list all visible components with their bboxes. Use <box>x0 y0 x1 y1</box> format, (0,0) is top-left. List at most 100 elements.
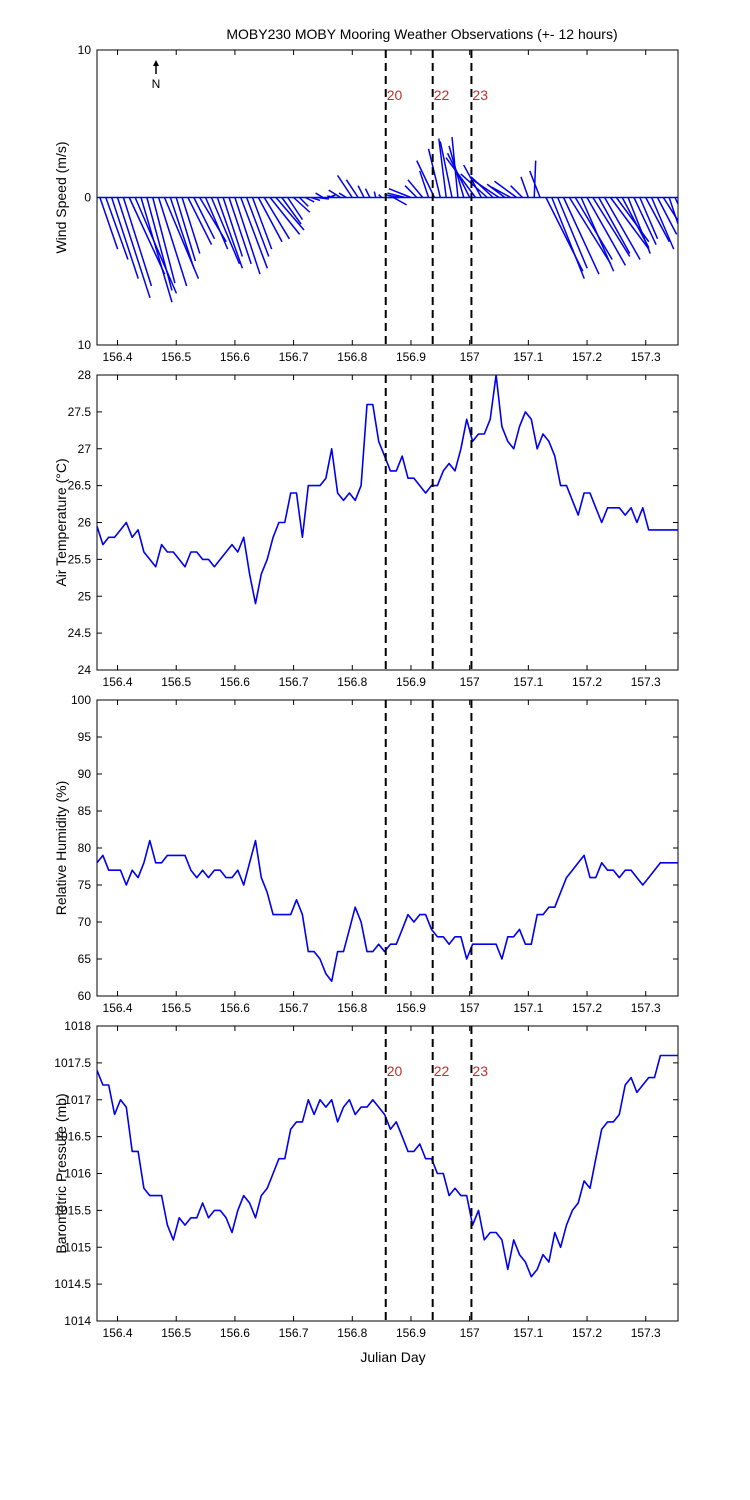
x-tick-label: 156.5 <box>161 1326 191 1340</box>
wind-vector <box>105 197 129 260</box>
wind-vector <box>650 197 675 250</box>
y-tick-label: 28 <box>78 368 92 382</box>
wind-vector <box>419 170 430 198</box>
x-tick-label: 157.2 <box>572 1326 602 1340</box>
wind-vector <box>387 192 406 199</box>
y-tick-label: 24.5 <box>68 626 92 640</box>
wind-vector <box>240 197 269 269</box>
y-tick-label: 60 <box>78 989 92 1003</box>
wind-vector <box>187 197 213 246</box>
wind-vector <box>494 180 518 199</box>
wind-vector <box>603 197 641 260</box>
wind-vector <box>245 197 270 257</box>
y-tick-label: 26 <box>78 516 92 530</box>
wind-vector <box>175 197 197 262</box>
wind-vector <box>472 179 500 199</box>
x-tick-label: 156.6 <box>220 675 250 689</box>
y-axis-title: Air Temperature (°C) <box>53 458 69 586</box>
y-tick-label: 85 <box>78 804 92 818</box>
wind-vector <box>269 197 301 235</box>
x-tick-label: 157.1 <box>513 1326 543 1340</box>
wind-vector <box>384 193 400 199</box>
y-tick-label: 80 <box>78 841 92 855</box>
wind-vector <box>491 186 512 199</box>
wind-vector <box>445 157 477 198</box>
panels: 156.4 156.5 156.6 156.7 156.8 156.9 157 157.1 15… <box>53 43 679 1340</box>
wind-vector <box>327 195 335 199</box>
series-line <box>97 375 678 605</box>
north-arrowhead-icon <box>153 60 159 66</box>
figure-title: MOBY230 MOBY Mooring Weather Observation… <box>226 26 617 42</box>
wind-vector <box>204 197 229 250</box>
x-tick-label: 157.1 <box>513 675 543 689</box>
y-tick-label: 10 <box>78 43 92 57</box>
x-tick-label: 156.5 <box>161 350 191 364</box>
wind-vector <box>551 197 585 279</box>
wind-vector <box>315 192 324 199</box>
north-label: N <box>152 77 161 91</box>
x-tick-label: 156.5 <box>161 675 191 689</box>
wind-vector <box>393 196 408 206</box>
x-tick-label: 156.7 <box>279 675 309 689</box>
wind-vector <box>257 197 283 243</box>
wind-vector <box>328 189 341 199</box>
wind-vector <box>586 197 627 266</box>
marker-label: 20 <box>387 87 403 103</box>
wind-vector <box>364 188 371 198</box>
wind-vector <box>152 197 176 284</box>
wind-vector <box>627 197 651 254</box>
marker-label: 22 <box>434 1063 450 1079</box>
wind-vector <box>222 197 244 257</box>
wind-vector <box>556 197 588 269</box>
y-tick-label: 24 <box>78 663 92 677</box>
wind-vector <box>486 183 506 199</box>
wind-vector <box>533 160 537 198</box>
y-tick-label: 25 <box>78 589 92 603</box>
x-tick-label: 156.6 <box>220 1001 250 1015</box>
x-tick-label: 157.2 <box>572 675 602 689</box>
y-tick-label: 1016.5 <box>54 1130 91 1144</box>
series-line <box>97 1054 678 1278</box>
x-tick-label: 156.4 <box>103 1001 133 1015</box>
y-tick-label: 25.5 <box>68 552 92 566</box>
y-tick-label: 26.5 <box>68 479 92 493</box>
wind-vector <box>668 197 678 227</box>
y-axis-title: Relative Humidity (%) <box>53 781 69 916</box>
x-tick-label: 156.6 <box>220 1326 250 1340</box>
wind-vector <box>210 197 241 265</box>
wind-vector <box>357 185 365 198</box>
y-tick-label: 1016 <box>64 1167 91 1181</box>
panel-1: 156.4 156.5 156.6 156.7 156.8 156.9 157 157.1 15… <box>53 43 679 364</box>
wind-vector <box>373 191 377 198</box>
x-tick-label: 157.3 <box>631 675 661 689</box>
x-tick-label: 156.4 <box>103 1326 133 1340</box>
marker-label: 20 <box>387 1063 403 1079</box>
y-axis-title: Wind Speed (m/s) <box>53 141 69 253</box>
wind-vector <box>169 197 195 269</box>
y-tick-label: 95 <box>78 730 92 744</box>
wind-vector <box>674 197 678 206</box>
wind-vector <box>438 138 447 198</box>
wind-vector <box>287 197 304 221</box>
wind-vector <box>580 197 615 272</box>
wind-vector <box>228 197 252 265</box>
x-tick-label: 156.4 <box>103 675 133 689</box>
plot-area <box>97 1054 678 1278</box>
wind-vector <box>662 197 678 222</box>
y-tick-label: 1015 <box>64 1240 91 1254</box>
y-tick-label: 90 <box>78 767 92 781</box>
wind-vector <box>122 197 153 287</box>
x-tick-label: 156.8 <box>337 1326 367 1340</box>
series-line <box>97 839 678 983</box>
x-tick-label: 156.9 <box>396 1326 426 1340</box>
wind-vector <box>645 197 670 243</box>
wind-vector <box>281 197 302 225</box>
x-tick-label: 156.9 <box>396 675 426 689</box>
wind-vector <box>305 196 315 203</box>
wind-vector <box>562 197 600 275</box>
wind-vector <box>407 179 424 198</box>
marker-label: 23 <box>472 87 488 103</box>
wind-vector <box>181 197 201 254</box>
wind-vector <box>316 196 329 200</box>
wind-vector <box>470 176 494 199</box>
